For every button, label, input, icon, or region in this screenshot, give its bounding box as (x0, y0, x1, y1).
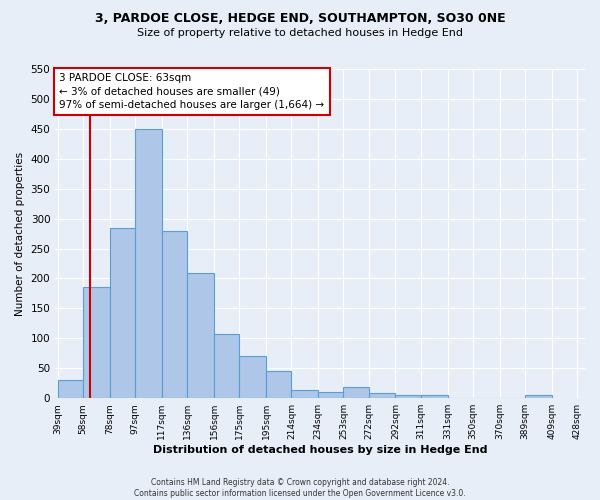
Bar (525, 395, 551, 398)
Bar (239, 356, 266, 398)
Text: Contains HM Land Registry data © Crown copyright and database right 2024.
Contai: Contains HM Land Registry data © Crown c… (134, 478, 466, 498)
Bar (214, 334, 239, 398)
Bar (266, 372, 292, 398)
Text: Size of property relative to detached houses in Hedge End: Size of property relative to detached ho… (137, 28, 463, 38)
Bar (83, 288, 110, 398)
Y-axis label: Number of detached properties: Number of detached properties (15, 152, 25, 316)
Bar (110, 228, 135, 398)
Bar (343, 388, 369, 398)
Bar (395, 395, 421, 398)
Bar (421, 395, 448, 398)
Bar (318, 392, 343, 398)
Bar (292, 390, 318, 398)
Bar (369, 393, 395, 398)
Text: 3 PARDOE CLOSE: 63sqm
← 3% of detached houses are smaller (49)
97% of semi-detac: 3 PARDOE CLOSE: 63sqm ← 3% of detached h… (59, 73, 324, 110)
Bar (162, 230, 187, 398)
X-axis label: Distribution of detached houses by size in Hedge End: Distribution of detached houses by size … (153, 445, 487, 455)
Text: 3, PARDOE CLOSE, HEDGE END, SOUTHAMPTON, SO30 0NE: 3, PARDOE CLOSE, HEDGE END, SOUTHAMPTON,… (95, 12, 505, 26)
Bar (187, 272, 214, 398)
Bar (58, 380, 83, 398)
Bar (135, 129, 162, 398)
